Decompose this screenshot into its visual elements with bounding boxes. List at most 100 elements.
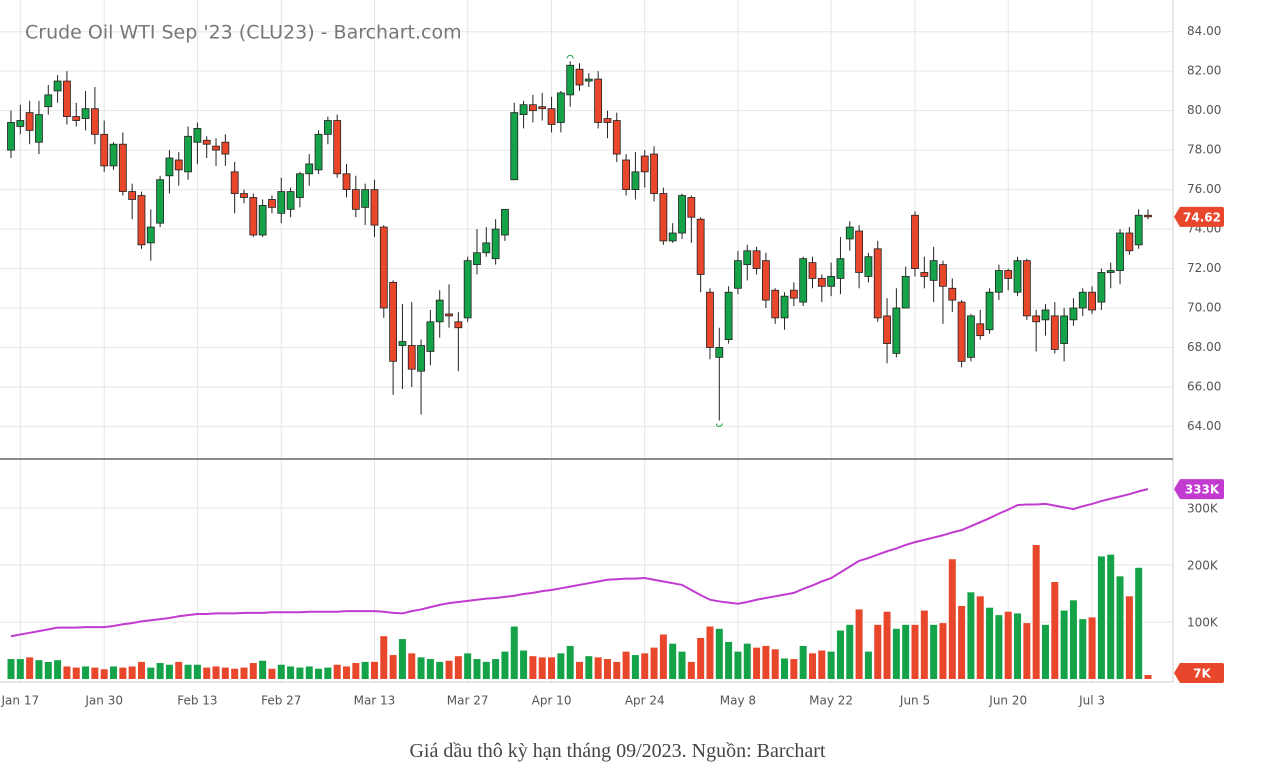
- candle-body: [752, 250, 761, 269]
- candle-body: [566, 64, 575, 96]
- candle-body: [687, 197, 696, 218]
- candle-body: [351, 189, 360, 210]
- candle-body: [491, 228, 500, 260]
- candle-body: [734, 260, 742, 289]
- line-label-box: [1174, 479, 1224, 500]
- volume-bar: [1107, 554, 1115, 679]
- volume-bar: [44, 661, 52, 679]
- volume-bar: [110, 666, 118, 679]
- candle-body: [1050, 315, 1059, 350]
- candle-body: [230, 171, 239, 194]
- candle-body: [1134, 214, 1143, 246]
- volume-bar: [54, 660, 62, 679]
- volume-bar: [1051, 582, 1059, 679]
- volume-bar: [324, 667, 332, 679]
- candle-body: [771, 289, 780, 319]
- y-tick-label: 84.00: [1187, 24, 1221, 38]
- volume-bar: [305, 666, 313, 679]
- candle-body: [780, 295, 789, 319]
- y-tick-label: 76.00: [1187, 182, 1221, 196]
- candle-body: [1041, 309, 1050, 321]
- candle-body: [640, 155, 649, 173]
- volume-bar: [370, 661, 378, 679]
- candle-body: [529, 104, 537, 112]
- volume-bar: [492, 659, 500, 679]
- volume-label: 7K: [1193, 667, 1211, 681]
- candle-body: [100, 133, 109, 167]
- candle-body: [976, 323, 985, 337]
- volume-bar: [1144, 675, 1152, 679]
- candle-body: [1078, 291, 1087, 309]
- candle-body: [920, 272, 929, 277]
- candle-body: [510, 112, 519, 181]
- volume-bar: [1069, 600, 1077, 679]
- candle-body: [845, 226, 854, 240]
- volume-bar: [436, 661, 444, 679]
- candle-body: [789, 289, 798, 299]
- volume-bar: [1023, 623, 1031, 679]
- candle-body: [435, 299, 444, 323]
- volume-bar: [156, 663, 164, 679]
- volume-bar: [26, 657, 34, 679]
- y-tick-label: 100K: [1187, 615, 1219, 629]
- candle-body: [1088, 291, 1096, 311]
- candle-body: [249, 197, 258, 236]
- volume-bar: [16, 659, 24, 679]
- candle-body: [277, 191, 286, 214]
- volume-bar: [193, 664, 201, 679]
- candle-body: [314, 133, 323, 171]
- candle-body: [1004, 270, 1013, 279]
- candle-body: [81, 108, 90, 119]
- candle-body: [622, 159, 630, 190]
- candle-body: [994, 270, 1003, 293]
- volume-bar: [678, 651, 686, 679]
- volume-bar: [343, 666, 351, 679]
- x-tick-label: Feb 27: [261, 694, 301, 708]
- volume-bar: [128, 666, 136, 679]
- volume-bar: [762, 645, 770, 679]
- y-tick-label: 300K: [1187, 501, 1219, 515]
- volume-bar: [277, 664, 285, 679]
- candle-body: [342, 173, 351, 190]
- volume-bar: [361, 661, 369, 679]
- volume-bar: [976, 596, 984, 679]
- volume-bar: [520, 650, 528, 679]
- candle-body: [584, 78, 593, 82]
- volume-bar: [91, 667, 99, 679]
- candle-body: [883, 315, 891, 344]
- candle-body: [836, 258, 845, 279]
- candle-body: [426, 321, 435, 352]
- volume-bar: [184, 664, 192, 679]
- volume-bar: [864, 651, 872, 679]
- candle-body: [901, 276, 910, 309]
- volume-bar: [249, 663, 257, 679]
- volume-bar: [631, 655, 639, 679]
- volume-bar: [827, 651, 835, 679]
- candle-body: [174, 159, 183, 171]
- candle-body: [240, 193, 248, 198]
- line-series: [10, 488, 1149, 638]
- volume-bar: [147, 667, 155, 679]
- candle-body: [1144, 214, 1152, 218]
- volume-bar: [510, 626, 518, 679]
- candle-body: [706, 291, 714, 348]
- volume-bar: [1060, 610, 1068, 679]
- candle-body: [678, 195, 686, 234]
- volume-bar: [743, 643, 751, 679]
- x-tick-label: May 22: [809, 694, 853, 708]
- volume-bar: [137, 661, 145, 679]
- volume-bar: [799, 645, 807, 679]
- candle-body: [72, 116, 81, 121]
- volume-bar: [641, 653, 649, 679]
- candle-body: [957, 301, 966, 362]
- volume-bar: [333, 664, 341, 679]
- candle-body: [911, 214, 919, 269]
- volume-bar: [902, 624, 910, 679]
- volume-bar: [920, 610, 928, 679]
- volume-bar: [846, 624, 854, 679]
- x-tick-label: Mar 27: [447, 694, 489, 708]
- volume-bar: [594, 657, 602, 679]
- candle-body: [184, 135, 192, 173]
- candle-body: [1106, 270, 1115, 273]
- candle-body: [1125, 232, 1134, 252]
